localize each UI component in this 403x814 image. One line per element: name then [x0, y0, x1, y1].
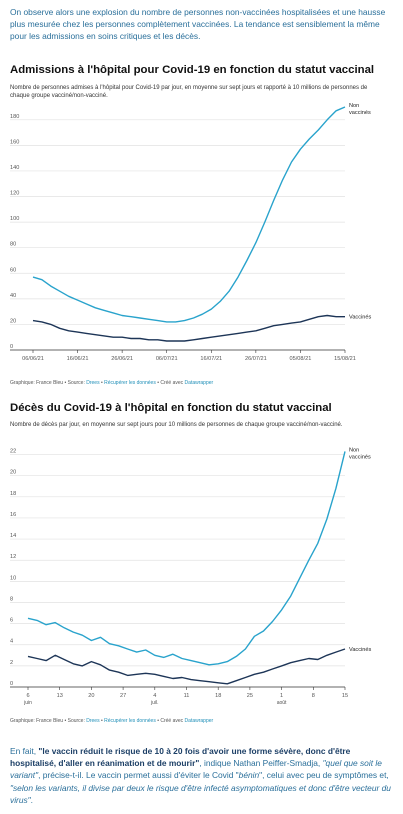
y-tick-label: 180	[10, 114, 19, 120]
y-tick-label: 80	[10, 242, 16, 248]
x-tick-month-label: juin	[23, 700, 32, 706]
series-label: Vaccinés	[349, 647, 371, 653]
x-tick-label: 26/06/21	[111, 356, 133, 362]
outro-text-4: ", celui avec peu de symptômes et,	[259, 770, 389, 781]
x-tick-label: 26/07/21	[245, 356, 267, 362]
get-data-link[interactable]: Récupérer les données	[104, 380, 156, 386]
x-tick-label: 15	[342, 693, 348, 699]
datawrapper-link[interactable]: Datawrapper	[184, 380, 214, 386]
y-tick-label: 120	[10, 191, 19, 197]
credits-source-link[interactable]: Drees	[86, 718, 100, 724]
datawrapper-link[interactable]: Datawrapper	[184, 718, 214, 724]
y-tick-label: 160	[10, 139, 19, 145]
outro-quote-1: "le vaccin réduit le risque de 10 à 20 f…	[10, 746, 351, 769]
y-tick-label: 20	[10, 470, 16, 476]
outro-text-2: , indique Nathan Peiffer-Smadja,	[199, 758, 323, 769]
y-tick-label: 6	[10, 618, 13, 624]
outro-text-5: .	[30, 794, 33, 805]
y-tick-label: 4	[10, 639, 13, 645]
x-tick-label: 27	[120, 693, 126, 699]
series-label: vaccinés	[349, 454, 371, 460]
credits-admissions: Graphique: France Bleu • Source: Drees •…	[10, 380, 213, 386]
credits-source-link[interactable]: Drees	[86, 380, 100, 386]
series-label: Non	[349, 103, 359, 109]
y-tick-label: 16	[10, 512, 16, 518]
admissions-chart: 0 20 40 60 80 100 120 140 160 180 06/06/21 16/06/21…	[10, 103, 371, 362]
x-tick-label: 15/08/21	[334, 356, 356, 362]
x-tick-label: 20	[88, 693, 94, 699]
y-tick-label: 0	[10, 344, 13, 350]
x-tick-label: 06/07/21	[156, 356, 178, 362]
credits-separator: •	[99, 380, 105, 386]
y-tick-label: 2	[10, 660, 13, 666]
outro-text-3: , précise-t-il. Le vaccin permet aussi d…	[38, 770, 239, 781]
x-tick-label: 18	[215, 693, 221, 699]
series-label: Vaccinés	[349, 315, 371, 321]
chart-subtitle-deaths: Nombre de décès par jour, en moyenne sur…	[10, 422, 343, 428]
x-tick-label: 11	[184, 693, 190, 699]
y-tick-label: 100	[10, 216, 19, 222]
series-label: vaccinés	[349, 110, 371, 116]
y-tick-label: 0	[10, 681, 13, 687]
x-tick-label: 4	[153, 693, 156, 699]
y-tick-label: 40	[10, 293, 16, 299]
y-tick-label: 18	[10, 491, 16, 497]
y-tick-label: 14	[10, 533, 16, 539]
series-line-vaccines	[27, 648, 346, 685]
outro-quote-3: bénin	[238, 770, 260, 781]
series-line-vaccines	[32, 314, 345, 342]
y-tick-label: 140	[10, 165, 19, 171]
y-tick-label: 20	[10, 318, 16, 324]
series-label: Non	[349, 447, 359, 453]
x-tick-label: 25	[247, 693, 253, 699]
credits-created-with: • Créé avec	[155, 718, 185, 724]
y-tick-label: 22	[10, 449, 16, 455]
series-line-non-vaccines	[27, 451, 346, 666]
credits-created-with: • Créé avec	[155, 380, 185, 386]
x-tick-label: 13	[57, 693, 63, 699]
chart-title-deaths: Décès du Covid-19 à l'hôpital en fonctio…	[10, 402, 332, 414]
chart-title-admissions: Admissions à l'hôpital pour Covid-19 en …	[10, 64, 375, 76]
x-tick-label: 6	[26, 693, 29, 699]
x-tick-label: 16/07/21	[200, 356, 222, 362]
credits-prefix: Graphique: France Bleu • Source:	[10, 718, 87, 724]
credits-separator: •	[99, 718, 105, 724]
x-tick-month-label: juil.	[150, 700, 159, 706]
chart-subtitle-admissions: Nombre de personnes admises à l'hôpital …	[10, 85, 368, 100]
outro-text-1: En fait,	[10, 746, 39, 756]
y-tick-label: 12	[10, 554, 16, 560]
y-tick-label: 10	[10, 575, 16, 581]
intro-paragraph: On observe alors une explosion du nombre…	[10, 7, 386, 42]
x-tick-label: 06/06/21	[22, 356, 44, 362]
x-tick-label: 8	[312, 693, 315, 699]
credits-prefix: Graphique: France Bleu • Source:	[10, 380, 87, 386]
outro-quote-4: "selon les variants, il divise par deux …	[10, 782, 391, 805]
series-line-non-vaccines	[32, 106, 346, 323]
x-tick-label: 05/08/21	[290, 356, 312, 362]
y-tick-label: 8	[10, 596, 13, 602]
x-tick-label: 1	[280, 693, 283, 699]
y-tick-label: 60	[10, 267, 16, 273]
outro-quote-2: "quel que soit le variant"	[10, 758, 382, 781]
credits-deaths: Graphique: France Bleu • Source: Drees •…	[10, 718, 213, 724]
x-tick-label: 16/06/21	[67, 356, 89, 362]
outro-paragraph: En fait, "le vaccin réduit le risque de …	[10, 745, 394, 806]
get-data-link[interactable]: Récupérer les données	[104, 718, 156, 724]
x-tick-month-label: août	[277, 700, 287, 706]
